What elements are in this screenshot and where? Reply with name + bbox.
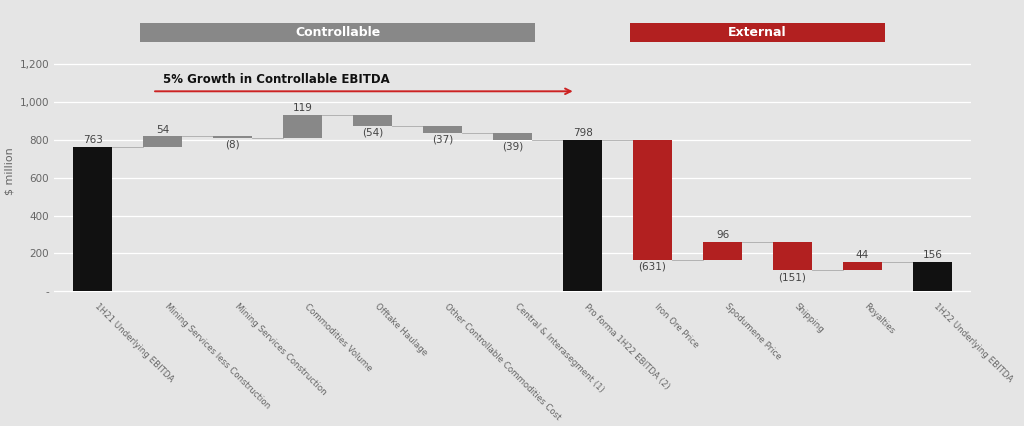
Text: (54): (54) — [362, 127, 383, 138]
Text: 798: 798 — [572, 128, 593, 138]
Bar — [633, 140, 672, 260]
Bar — [773, 242, 812, 270]
Text: (8): (8) — [225, 140, 240, 150]
Text: (37): (37) — [432, 135, 454, 144]
Bar — [213, 136, 252, 138]
Y-axis label: $ million: $ million — [4, 147, 14, 195]
Bar — [143, 136, 182, 147]
Bar — [630, 23, 885, 42]
Text: 5% Growth in Controllable EBITDA: 5% Growth in Controllable EBITDA — [163, 73, 389, 86]
Text: External: External — [728, 26, 786, 39]
Bar — [140, 23, 536, 42]
Bar — [423, 126, 462, 132]
Bar — [703, 242, 741, 260]
Bar — [284, 115, 322, 138]
Bar — [843, 262, 882, 270]
Bar — [494, 132, 531, 140]
Bar — [913, 262, 951, 291]
Text: 763: 763 — [83, 135, 102, 145]
Text: Controllable: Controllable — [295, 26, 380, 39]
Text: (151): (151) — [778, 272, 807, 282]
Text: 96: 96 — [716, 230, 729, 240]
Text: 119: 119 — [293, 104, 312, 113]
Text: 44: 44 — [856, 250, 869, 260]
Text: 54: 54 — [156, 124, 169, 135]
Bar — [74, 147, 112, 291]
Text: (39): (39) — [502, 142, 523, 152]
Bar — [563, 140, 602, 291]
Bar — [353, 115, 392, 126]
Text: 156: 156 — [923, 250, 942, 260]
Text: (631): (631) — [639, 262, 667, 272]
